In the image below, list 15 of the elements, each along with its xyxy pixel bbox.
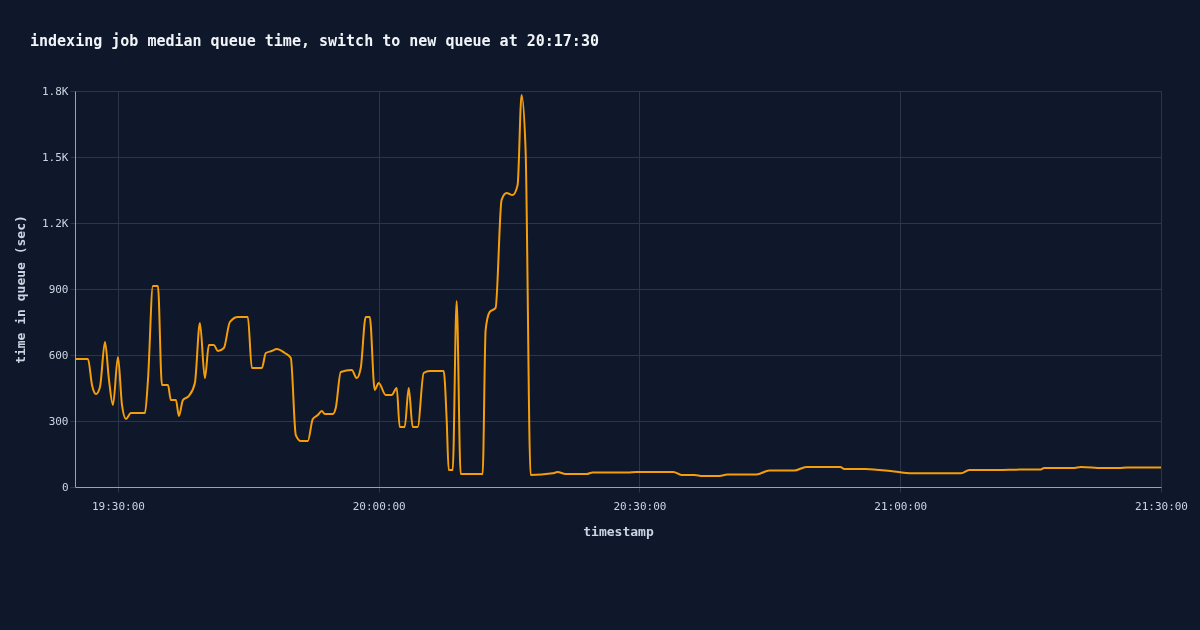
y-tick-label: 600 — [48, 348, 69, 362]
x-tick-label: 19:30:00 — [91, 499, 145, 513]
y-tick-label: 1.5K — [42, 150, 69, 164]
x-tick-label: 21:30:00 — [1135, 499, 1188, 513]
y-tick-label: 1.2K — [42, 216, 69, 230]
x-tick-label: 21:00:00 — [874, 499, 928, 513]
y-tick-label: 300 — [48, 414, 69, 428]
y-tick-label: 1.8K — [42, 84, 69, 98]
x-axis-title: timestamp — [583, 523, 654, 539]
y-tick-label: 0 — [61, 480, 69, 494]
chart-title: indexing job median queue time, switch to new queue at 20:17:30 — [30, 32, 599, 50]
x-tick-label: 20:30:00 — [613, 499, 667, 513]
y-axis-title: time in queue (sec) — [13, 215, 29, 364]
y-tick-label: 900 — [48, 282, 69, 296]
x-tick-label: 20:00:00 — [352, 499, 406, 513]
